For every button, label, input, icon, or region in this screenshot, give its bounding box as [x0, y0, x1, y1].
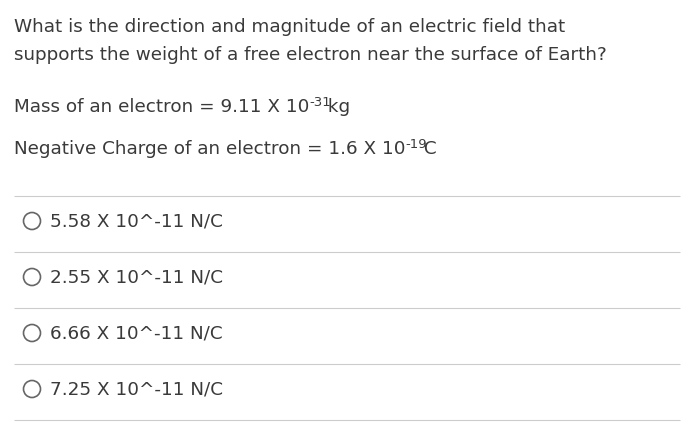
- Text: 2.55 X 10^-11 N/C: 2.55 X 10^-11 N/C: [51, 268, 223, 286]
- Text: supports the weight of a free electron near the surface of Earth?: supports the weight of a free electron n…: [14, 46, 607, 64]
- Text: -31: -31: [310, 96, 331, 109]
- Text: Mass of an electron = 9.11 X 10: Mass of an electron = 9.11 X 10: [14, 98, 310, 116]
- Text: C: C: [418, 140, 437, 158]
- Text: What is the direction and magnitude of an electric field that: What is the direction and magnitude of a…: [14, 18, 565, 36]
- Text: kg: kg: [322, 98, 350, 116]
- Text: -19: -19: [405, 138, 427, 151]
- Text: 5.58 X 10^-11 N/C: 5.58 X 10^-11 N/C: [51, 212, 223, 230]
- Text: Negative Charge of an electron = 1.6 X 10: Negative Charge of an electron = 1.6 X 1…: [14, 140, 405, 158]
- Text: 7.25 X 10^-11 N/C: 7.25 X 10^-11 N/C: [51, 380, 223, 398]
- Text: 6.66 X 10^-11 N/C: 6.66 X 10^-11 N/C: [51, 324, 223, 342]
